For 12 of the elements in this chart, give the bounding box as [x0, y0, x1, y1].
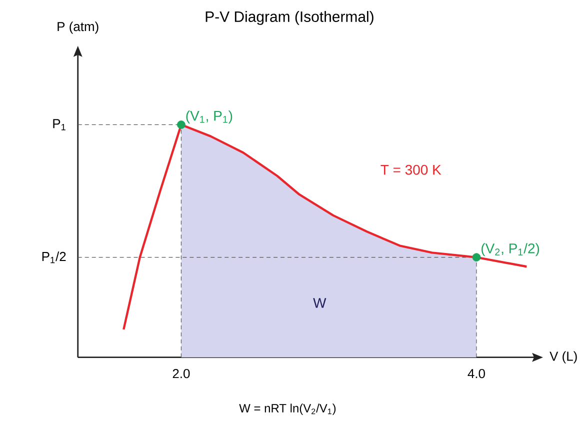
annotation: T = 300 K — [380, 164, 442, 175]
annotation: W — [313, 298, 326, 308]
text: P (atm) — [58, 22, 98, 34]
x-tick-label: 2.0 — [172, 368, 190, 378]
text: W = nRT ln(V$_{2}$/V$_{1}$) — [239, 404, 336, 415]
ref-line-label: P$_{1}$/2 — [42, 251, 66, 263]
chart-title: P-V Diagram (Isothermal) — [206, 10, 374, 25]
x-tick-label: 4.0 — [468, 368, 485, 378]
ref-line-label: P$_{1}$ — [53, 119, 66, 130]
x-axis-title: V (L) — [550, 351, 577, 364]
annotation: (V$_{2}$, P$_{1}$/2) — [482, 242, 540, 256]
annotation: (V$_{1}$, P$_{1}$) — [186, 110, 232, 124]
